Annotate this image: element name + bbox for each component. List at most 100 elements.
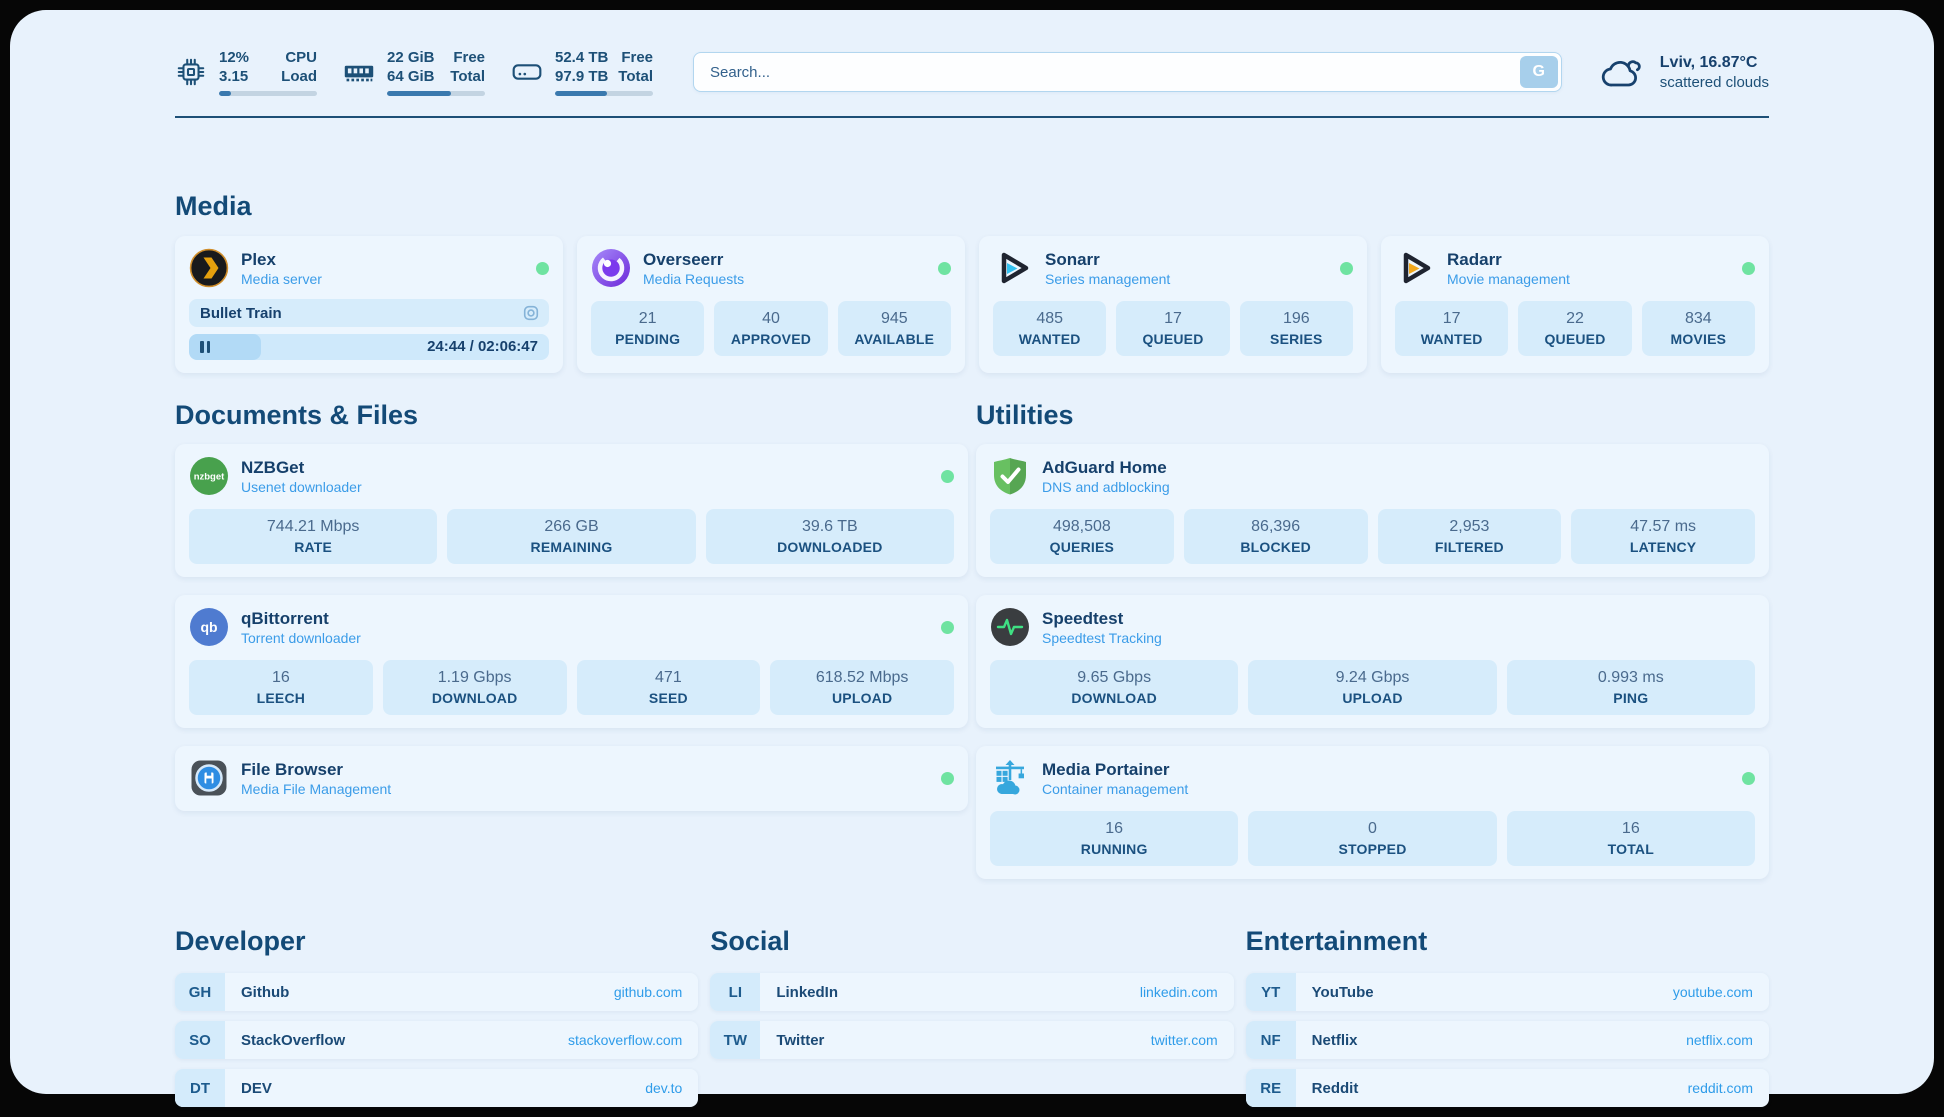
stat-value: 16 xyxy=(271,669,290,686)
stat-label: BLOCKED xyxy=(1240,539,1311,555)
stat-pill: 16 RUNNING xyxy=(990,811,1239,866)
search-provider-button[interactable]: G xyxy=(1519,56,1558,88)
cloud-icon xyxy=(1601,60,1641,87)
link-name: YouTube xyxy=(1311,983,1374,1001)
overseerr-titles: Overseerr Media Requests xyxy=(643,249,744,288)
stat-value: 618.52 Mbps xyxy=(815,669,909,686)
stat-pill: 16 LEECH xyxy=(189,660,373,715)
stat-label: LATENCY xyxy=(1629,539,1697,555)
section-title-documents: Documents & Files xyxy=(175,400,419,430)
app-card-qbittorrent[interactable]: qb qBittorrent Torrent downloader 16 LEE… xyxy=(175,595,968,728)
stat-value: 22 xyxy=(1566,310,1584,327)
radarr-card-head: Radarr Movie management xyxy=(1395,248,1755,288)
weather-condition: scattered clouds xyxy=(1659,74,1769,91)
cpu-load-value: 3.15 xyxy=(219,68,249,85)
adguard-stats: 498,508 QUERIES 86,396 BLOCKED 2,953 FIL… xyxy=(990,509,1755,564)
status-online-dot xyxy=(1742,771,1755,785)
stat-value: 16 xyxy=(1105,820,1124,837)
weather-widget: Lviv, 16.87°C scattered clouds xyxy=(1600,52,1769,92)
link-stackoverflow[interactable]: SO StackOverflow stackoverflow.com xyxy=(175,1021,699,1059)
plex-titles: Plex Media server xyxy=(241,249,322,288)
stat-value: 40 xyxy=(762,310,780,327)
stat-value: 266 GB xyxy=(544,518,599,535)
cpu-stat: 12% CPU 3.15 Load xyxy=(175,48,317,96)
qbittorrent-icon: qb xyxy=(190,608,228,646)
disk-free-label: Free xyxy=(621,49,653,66)
stat-label: WANTED xyxy=(1420,331,1483,347)
header: 12% CPU 3.15 Load xyxy=(175,10,1769,102)
search-input[interactable] xyxy=(693,52,1562,92)
plex-now-playing-row: Bullet Train xyxy=(189,299,549,327)
portainer-card-head: Media Portainer Container management xyxy=(990,758,1755,798)
stat-value: 2,953 xyxy=(1449,518,1490,535)
stat-pill: 9.24 Gbps UPLOAD xyxy=(1248,660,1497,715)
stat-pill: 86,396 BLOCKED xyxy=(1183,509,1368,564)
link-twitter[interactable]: TW Twitter twitter.com xyxy=(710,1021,1234,1059)
link-github[interactable]: GH Github github.com xyxy=(175,973,699,1011)
link-linkedin[interactable]: LI LinkedIn linkedin.com xyxy=(710,973,1234,1011)
stat-label: SERIES xyxy=(1270,331,1323,347)
link-name: Netflix xyxy=(1311,1031,1358,1049)
stat-value: 0 xyxy=(1368,820,1377,837)
app-card-nzbget[interactable]: nzbget NZBGet Usenet downloader 744.21 M… xyxy=(175,444,968,577)
app-card-sonarr[interactable]: Sonarr Series management 485 WANTED 17 Q… xyxy=(979,236,1367,373)
adguard-card-head: AdGuard Home DNS and adblocking xyxy=(990,456,1755,496)
app-card-filebrowser[interactable]: File Browser Media File Management xyxy=(175,746,968,811)
documents-column: Documents & Files nzbget NZBGet Usenet d… xyxy=(175,399,968,879)
app-card-adguard[interactable]: AdGuard Home DNS and adblocking 498,508 … xyxy=(976,444,1769,577)
stat-pill: 618.52 Mbps UPLOAD xyxy=(770,660,954,715)
adguard-titles: AdGuard Home DNS and adblocking xyxy=(1042,457,1170,496)
camera-lens-icon xyxy=(523,305,539,321)
playback-progress-bar: 24:44 / 02:06:47 xyxy=(189,334,549,360)
section-title-entertainment: Entertainment xyxy=(1245,926,1428,956)
stat-value: 196 xyxy=(1282,310,1310,327)
ram-icon xyxy=(344,65,374,82)
disk-progress-fill xyxy=(555,91,607,96)
status-online-dot xyxy=(941,771,954,785)
stat-value: 0.993 ms xyxy=(1597,669,1664,686)
nzbget-stats: 744.21 Mbps RATE 266 GB REMAINING 39.6 T… xyxy=(189,509,954,564)
bookmarks: Developer GH Github github.com SO StackO… xyxy=(175,925,1769,1117)
ram-stat: 22 GiB Free 64 GiB Total xyxy=(343,48,485,96)
link-netflix[interactable]: NF Netflix netflix.com xyxy=(1245,1021,1769,1059)
app-card-portainer[interactable]: Media Portainer Container management 16 … xyxy=(976,746,1769,879)
app-card-plex[interactable]: Plex Media server Bullet Train 24:44 / 0… xyxy=(175,236,563,373)
app-card-overseerr[interactable]: Overseerr Media Requests 21 PENDING 40 A… xyxy=(577,236,965,373)
link-dev[interactable]: DT DEV dev.to xyxy=(175,1069,699,1107)
stat-label: UPLOAD xyxy=(1342,690,1403,706)
cpu-label: CPU xyxy=(285,49,317,66)
app-subtitle: Series management xyxy=(1045,270,1171,287)
link-name: Twitter xyxy=(776,1031,825,1049)
stat-label: DOWNLOAD xyxy=(1071,690,1157,706)
ram-stat-body: 22 GiB Free 64 GiB Total xyxy=(387,48,485,96)
link-tag: SO xyxy=(175,1021,225,1059)
overseerr-icon xyxy=(592,249,630,287)
app-subtitle: DNS and adblocking xyxy=(1042,478,1170,495)
app-name: Overseerr xyxy=(643,249,724,269)
stat-pill: 40 APPROVED xyxy=(714,301,828,356)
stat-value: 1.19 Gbps xyxy=(437,669,512,686)
stat-pill: 47.57 ms LATENCY xyxy=(1571,509,1755,564)
ram-free-label: Free xyxy=(453,49,485,66)
app-card-speedtest[interactable]: Speedtest Speedtest Tracking 9.65 Gbps D… xyxy=(976,595,1769,728)
stat-label: FILTERED xyxy=(1434,539,1504,555)
stat-pill: 9.65 Gbps DOWNLOAD xyxy=(990,660,1239,715)
sonarr-stats: 485 WANTED 17 QUEUED 196 SERIES xyxy=(993,301,1353,356)
stat-pill: 834 MOVIES xyxy=(1641,301,1755,356)
stat-label: RUNNING xyxy=(1080,841,1148,857)
ram-free-value: 22 GiB xyxy=(387,49,435,66)
stat-label: REMAINING xyxy=(530,539,613,555)
stat-label: SEED xyxy=(648,690,688,706)
app-card-radarr[interactable]: Radarr Movie management 17 WANTED 22 QUE… xyxy=(1381,236,1769,373)
stat-value: 17 xyxy=(1442,310,1461,327)
radarr-titles: Radarr Movie management xyxy=(1447,249,1570,288)
link-reddit[interactable]: RE Reddit reddit.com xyxy=(1245,1069,1769,1107)
link-url: netflix.com xyxy=(1686,1032,1753,1048)
link-youtube[interactable]: YT YouTube youtube.com xyxy=(1245,973,1769,1011)
status-online-dot xyxy=(941,620,954,634)
disk-progress-bar xyxy=(555,91,653,96)
cpu-icon xyxy=(177,58,205,86)
speedtest-icon xyxy=(991,608,1029,646)
stat-pill: 471 SEED xyxy=(576,660,761,715)
qbittorrent-stats: 16 LEECH 1.19 Gbps DOWNLOAD 471 SEED 618… xyxy=(189,660,954,715)
